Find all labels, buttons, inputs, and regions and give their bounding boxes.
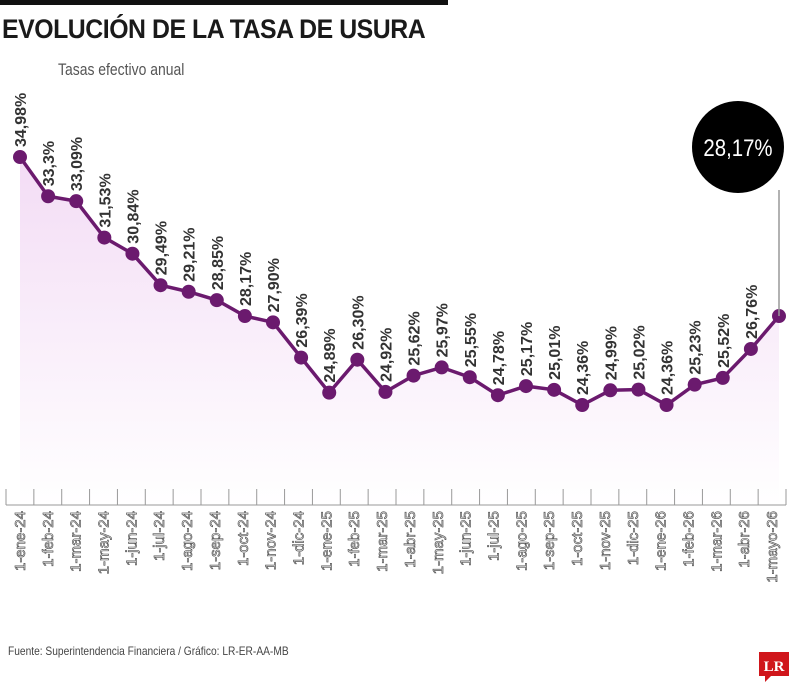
- x-tick-label: 1-ago-24: [179, 511, 196, 571]
- x-axis: 1-ene-24 1-feb-24 1-mar-24 1-may-24 1-jun-24…: [5, 489, 787, 583]
- chart-title: EVOLUCIÓN DE LA TASA DE USURA: [2, 14, 426, 44]
- data-label: 25,97%: [435, 303, 452, 357]
- x-tick-label: 1-dic-24: [291, 511, 308, 565]
- data-label: 24,99%: [603, 326, 620, 380]
- lr-logo: LR: [759, 652, 789, 682]
- data-label: 31,53%: [97, 173, 114, 227]
- svg-text:LR: LR: [764, 659, 785, 675]
- x-tick-label: 1-abr-26: [736, 511, 753, 568]
- x-tick-label: 1-ene-24: [12, 511, 29, 571]
- data-label: 26,76%: [744, 285, 761, 339]
- data-label: 29,21%: [182, 227, 199, 281]
- data-point: [631, 382, 646, 397]
- x-tick-label: 1-abr-25: [402, 511, 419, 568]
- data-point: [97, 230, 112, 245]
- data-point: [687, 377, 702, 392]
- data-label: 26,39%: [294, 293, 311, 347]
- x-tick-label: 1-jul-24: [151, 511, 168, 561]
- x-tick-label: 1-feb-25: [346, 511, 363, 567]
- data-label: 24,36%: [575, 341, 592, 395]
- x-tick-label: 1-mar-24: [68, 511, 85, 572]
- data-point: [69, 194, 84, 209]
- data-label: 25,23%: [688, 320, 705, 374]
- data-label: 25,01%: [547, 326, 564, 380]
- x-tick-label: 1-ene-25: [318, 511, 335, 571]
- data-point: [266, 315, 280, 330]
- data-point: [294, 350, 309, 365]
- x-tick-label: 1-jun-24: [123, 511, 140, 566]
- chart-subtitle: Tasas efectivo anual: [58, 60, 185, 79]
- x-tick-label: 1-oct-25: [569, 511, 586, 566]
- x-tick-label: 1-ene-26: [653, 511, 670, 571]
- data-labels: 34,98% 33,3% 33,09% 31,53% 30,84% 29,49% 29,21…: [13, 93, 761, 395]
- data-point: [153, 278, 168, 293]
- data-label: 33,3%: [41, 141, 58, 186]
- data-label: 24,78%: [491, 331, 508, 385]
- x-tick-label: 1-nov-24: [263, 511, 280, 570]
- x-tick-label: 1-jun-25: [458, 511, 475, 566]
- x-tick-label: 1-may-25: [430, 511, 447, 574]
- data-point: [519, 379, 533, 394]
- area-fill: [20, 157, 779, 505]
- x-tick-label: 1-mayo-26: [764, 511, 781, 583]
- data-point: [603, 383, 618, 398]
- data-label: 29,49%: [154, 221, 171, 275]
- series-line: [13, 150, 786, 412]
- data-label: 24,92%: [378, 328, 395, 382]
- data-label: 25,55%: [463, 313, 480, 367]
- data-label: 34,98%: [13, 93, 30, 147]
- line-chart: 1-ene-24 1-feb-24 1-mar-24 1-may-24 1-jun-24…: [5, 93, 787, 583]
- x-tick-label: 1-ago-25: [513, 511, 530, 571]
- highlight-callout: 28,17%: [692, 101, 784, 317]
- data-point: [209, 293, 224, 308]
- data-point: [462, 370, 477, 385]
- data-label: 28,85%: [210, 236, 227, 290]
- data-label: 25,52%: [716, 314, 733, 368]
- data-label: 24,89%: [322, 328, 339, 382]
- data-point: [237, 309, 252, 324]
- data-label: 28,17%: [238, 252, 255, 306]
- data-label: 24,36%: [660, 341, 677, 395]
- data-point: [350, 352, 365, 367]
- data-point: [490, 388, 505, 403]
- x-tick-label: 1-nov-25: [597, 511, 614, 570]
- x-tick-label: 1-mar-26: [708, 511, 725, 572]
- data-point: [322, 385, 337, 400]
- data-label: 26,30%: [350, 295, 367, 349]
- highlight-badge: [692, 101, 784, 193]
- data-point: [434, 360, 449, 375]
- data-label: 27,90%: [266, 258, 283, 312]
- top-rule: [0, 0, 448, 5]
- data-label: 25,62%: [407, 311, 424, 365]
- data-point: [547, 382, 562, 397]
- x-tick-label: 1-dic-25: [625, 511, 642, 565]
- source-note: Fuente: Superintendencia Financiera / Gr…: [8, 644, 289, 658]
- x-tick-label: 1-sep-24: [207, 511, 224, 570]
- data-point: [715, 370, 730, 385]
- x-tick-label: 1-mar-25: [374, 511, 391, 572]
- data-point: [181, 284, 196, 299]
- x-tick-label: 1-feb-26: [681, 511, 698, 567]
- data-point: [13, 150, 27, 165]
- data-label: 30,84%: [125, 189, 142, 243]
- data-point: [406, 368, 421, 383]
- x-tick-label: 1-jul-25: [486, 511, 503, 561]
- x-tick-label: 1-oct-24: [235, 511, 252, 566]
- highlight-value: 28,17%: [703, 134, 772, 161]
- data-point: [743, 341, 758, 356]
- data-label: 25,02%: [631, 325, 648, 379]
- data-point: [575, 398, 590, 412]
- data-point: [378, 384, 393, 399]
- data-point: [125, 246, 140, 261]
- data-label: 33,09%: [69, 137, 86, 191]
- x-tick-label: 1-feb-24: [40, 511, 57, 567]
- data-point: [41, 189, 56, 204]
- x-tick-label: 1-may-24: [96, 511, 113, 574]
- data-label: 25,17%: [519, 322, 536, 376]
- series-path: [18, 156, 781, 408]
- data-point: [659, 398, 674, 412]
- x-tick-label: 1-sep-25: [541, 511, 558, 570]
